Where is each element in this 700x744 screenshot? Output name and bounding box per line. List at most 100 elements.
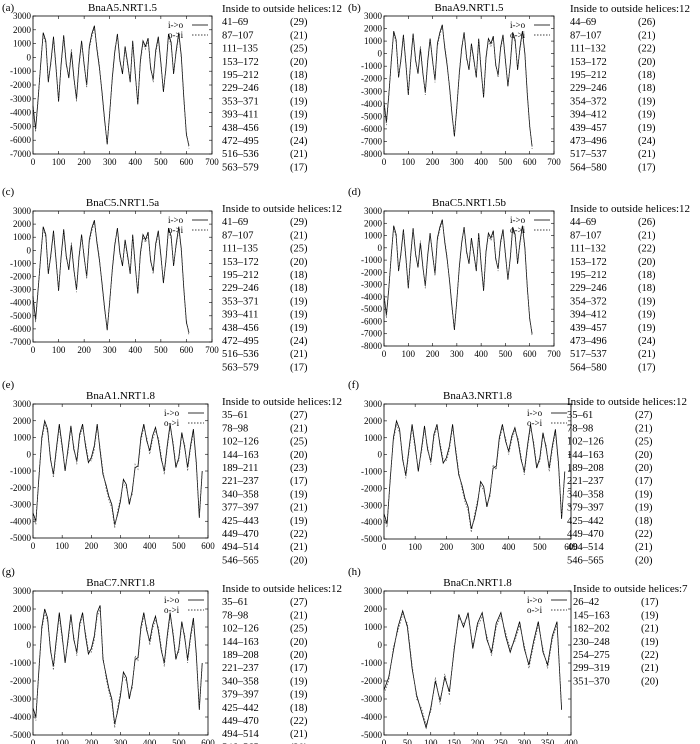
helix-length: (20) bbox=[290, 637, 308, 648]
helix-length: (20) bbox=[635, 555, 653, 566]
helix-title: Inside to outside helices:12 bbox=[222, 396, 342, 408]
helix-length: (20) bbox=[638, 257, 656, 268]
helix-title: Inside to outside helices:12 bbox=[222, 583, 342, 595]
helix-length: (25) bbox=[290, 624, 308, 635]
y-tick-label: 1000 bbox=[13, 39, 32, 49]
legend-label: o->i bbox=[168, 225, 184, 235]
helix-length: (22) bbox=[638, 244, 656, 255]
y-tick-label: 0 bbox=[27, 245, 32, 255]
y-tick-label: -6000 bbox=[10, 324, 31, 334]
helix-range: 564–580 bbox=[570, 362, 607, 373]
x-tick-label: 200 bbox=[426, 349, 440, 359]
y-tick-label: -3000 bbox=[361, 694, 382, 704]
x-tick-label: 200 bbox=[77, 157, 91, 167]
helix-range: 195–212 bbox=[570, 270, 607, 281]
y-tick-label: -1000 bbox=[10, 466, 31, 476]
y-tick-label: -8000 bbox=[361, 149, 382, 159]
helix-range: 517–537 bbox=[570, 349, 607, 360]
helix-length: (19) bbox=[641, 610, 659, 621]
legend-label: i->o bbox=[164, 595, 180, 605]
helix-range: 494–514 bbox=[222, 542, 260, 553]
helix-length: (18) bbox=[638, 83, 656, 94]
legend-label: o->i bbox=[510, 225, 526, 235]
legend-label: o->i bbox=[164, 605, 180, 615]
series-line-i-to-o bbox=[32, 220, 190, 333]
helix-length: (20) bbox=[635, 450, 653, 461]
helix-range: 229–246 bbox=[570, 283, 607, 294]
helix-length: (19) bbox=[290, 123, 308, 134]
helix-length: (19) bbox=[290, 690, 308, 701]
y-tick-label: 0 bbox=[378, 49, 383, 59]
y-tick-label: -4000 bbox=[361, 712, 382, 722]
helix-length: (19) bbox=[635, 503, 653, 514]
y-tick-label: 2000 bbox=[364, 416, 383, 426]
legend-label: o->i bbox=[510, 30, 526, 40]
chart-title: BnaA5.NRT1.5 bbox=[88, 2, 158, 14]
helix-length: (22) bbox=[635, 529, 653, 540]
helix-range: 229–246 bbox=[222, 83, 259, 94]
plot-frame bbox=[383, 210, 555, 347]
legend-label: i->o bbox=[164, 408, 180, 418]
series-line-i-to-o bbox=[383, 24, 533, 147]
y-tick-label: -2000 bbox=[361, 74, 382, 84]
helix-title: Inside to outside helices:12 bbox=[222, 203, 342, 215]
helix-length: (18) bbox=[290, 283, 308, 294]
x-tick-label: 600 bbox=[201, 738, 215, 744]
x-tick-label: 600 bbox=[564, 542, 578, 552]
y-tick-label: -2000 bbox=[10, 676, 31, 686]
helix-length: (22) bbox=[638, 44, 656, 55]
y-tick-label: -7000 bbox=[361, 136, 382, 146]
panel-letter: (f) bbox=[348, 379, 359, 391]
x-tick-label: 500 bbox=[154, 345, 168, 355]
x-tick-label: 200 bbox=[426, 157, 440, 167]
helix-range: 87–107 bbox=[570, 30, 602, 41]
y-tick-label: -2000 bbox=[10, 272, 31, 282]
helix-length: (17) bbox=[635, 476, 653, 487]
x-tick-label: 700 bbox=[547, 349, 561, 359]
y-tick-label: 3000 bbox=[364, 399, 383, 409]
x-tick-label: 400 bbox=[129, 157, 143, 167]
y-tick-label: 1000 bbox=[364, 231, 383, 241]
chart-title: BnaA1.NRT1.8 bbox=[86, 390, 156, 402]
x-tick-label: 400 bbox=[143, 541, 157, 551]
helix-length: (17) bbox=[290, 663, 308, 674]
legend-label: o->i bbox=[164, 418, 180, 428]
series-line-i-to-o bbox=[32, 605, 203, 725]
panel-letter: (g) bbox=[2, 566, 15, 578]
x-tick-label: 300 bbox=[450, 157, 464, 167]
helix-range: 221–237 bbox=[222, 476, 259, 487]
helix-length: (21) bbox=[638, 349, 656, 360]
y-tick-label: 3000 bbox=[13, 399, 32, 409]
helix-range: 189–211 bbox=[222, 463, 258, 474]
y-tick-label: -3000 bbox=[10, 285, 31, 295]
helix-range: 340–358 bbox=[222, 676, 259, 687]
helix-range: 351–370 bbox=[573, 676, 610, 687]
helix-length: (19) bbox=[290, 96, 308, 107]
y-tick-label: -3000 bbox=[361, 86, 382, 96]
series-line-o-to-i bbox=[32, 222, 190, 336]
helix-range: 111–135 bbox=[222, 44, 258, 55]
helix-length: (20) bbox=[290, 555, 308, 566]
helix-range: 449–470 bbox=[222, 716, 259, 727]
x-tick-label: 400 bbox=[564, 738, 578, 744]
plot-frame bbox=[383, 15, 555, 155]
helix-range: 102–126 bbox=[222, 624, 259, 635]
helix-range: 449–470 bbox=[222, 529, 259, 540]
helix-range: 195–212 bbox=[222, 270, 259, 281]
y-tick-label: -5000 bbox=[10, 533, 31, 543]
helix-length: (21) bbox=[290, 30, 308, 41]
helix-range: 111–132 bbox=[570, 244, 606, 255]
helix-range: 35–61 bbox=[567, 410, 593, 421]
helix-length: (19) bbox=[638, 96, 656, 107]
x-tick-label: 600 bbox=[523, 157, 537, 167]
x-tick-label: 0 bbox=[382, 157, 387, 167]
panel-letter: (b) bbox=[348, 2, 361, 14]
y-tick-label: 1000 bbox=[13, 622, 32, 632]
series-line-i-to-o bbox=[383, 219, 533, 334]
x-tick-label: 500 bbox=[499, 349, 513, 359]
helix-range: 195–212 bbox=[570, 70, 607, 81]
panel-letter: (e) bbox=[2, 379, 15, 391]
y-tick-label: 3000 bbox=[364, 586, 383, 596]
x-tick-label: 500 bbox=[533, 542, 547, 552]
y-tick-label: 2000 bbox=[13, 25, 32, 35]
